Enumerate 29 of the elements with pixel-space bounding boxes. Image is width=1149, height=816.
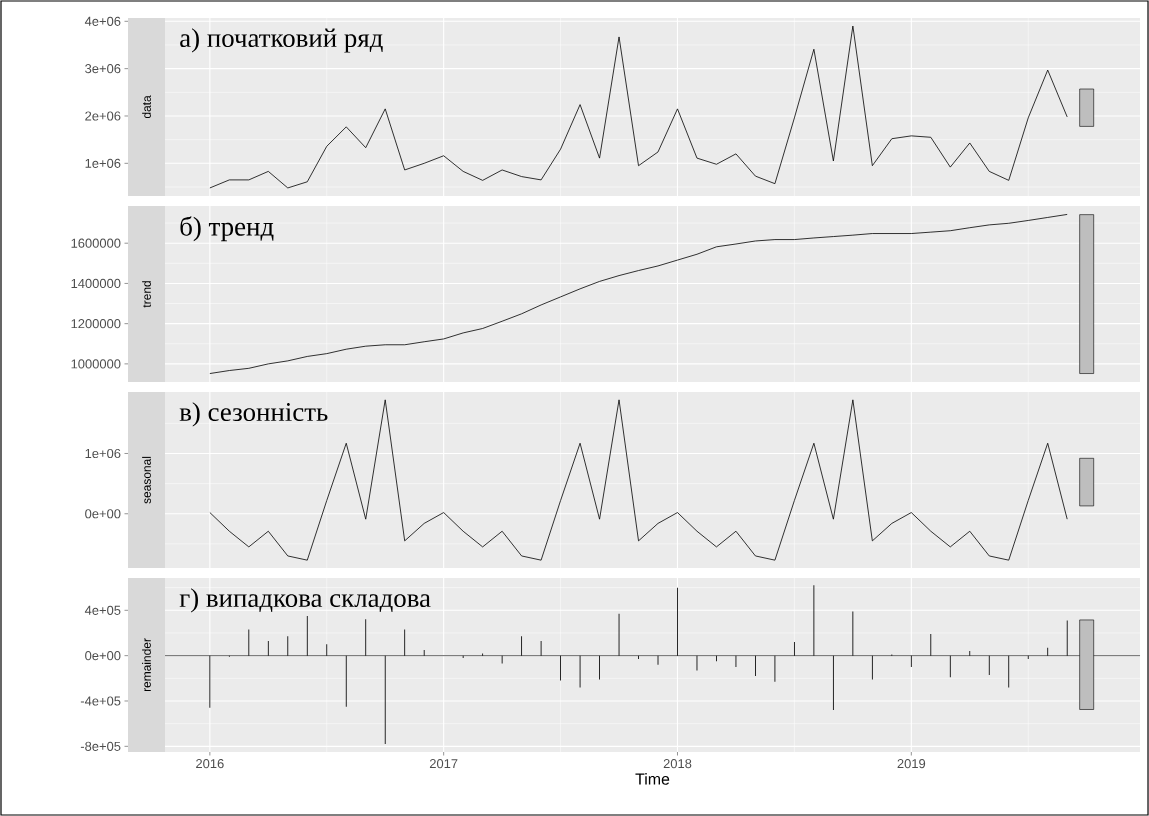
x-tick-label: 2018 bbox=[663, 759, 692, 769]
x-tick-label: 2017 bbox=[429, 759, 458, 769]
y-axis-title: remainder bbox=[142, 638, 151, 692]
y-tick-label: -4e+05 bbox=[80, 696, 121, 706]
y-tick-label: 1000000 bbox=[71, 359, 121, 369]
x-axis-title: Time bbox=[635, 773, 670, 785]
y-tick-label: 1400000 bbox=[71, 278, 121, 289]
y-axis-title: data bbox=[142, 95, 151, 119]
y-tick-label: -8e+05 bbox=[80, 741, 121, 751]
chart-title: а) початковий ряд bbox=[180, 28, 383, 53]
y-tick-label: 1e+06 bbox=[85, 158, 121, 168]
x-tick-label: 2016 bbox=[196, 759, 224, 769]
chart-title: в) сезонність bbox=[179, 402, 328, 427]
y-tick-label: 4e+05 bbox=[84, 605, 121, 615]
y-tick-label: 1e+06 bbox=[85, 448, 121, 459]
y-tick-label: 0e+00 bbox=[85, 651, 121, 661]
y-tick-label: 1200000 bbox=[71, 319, 121, 329]
y-tick-label: 0e+00 bbox=[85, 509, 121, 519]
y-tick-label: 3e+06 bbox=[85, 64, 121, 74]
x-tick-label: 2019 bbox=[897, 759, 926, 769]
line-series bbox=[209, 25, 1068, 189]
line-series bbox=[209, 399, 1068, 561]
y-axis-title: seasonal bbox=[142, 456, 151, 504]
y-tick-label: 1600000 bbox=[71, 238, 121, 248]
y-tick-label: 4e+06 bbox=[84, 16, 121, 26]
y-axis-title: trend bbox=[142, 281, 151, 308]
chart-title: б) тренд bbox=[180, 216, 274, 242]
y-tick-label: 2e+06 bbox=[85, 111, 121, 121]
chart-title: г) випадкова складова bbox=[179, 588, 431, 613]
